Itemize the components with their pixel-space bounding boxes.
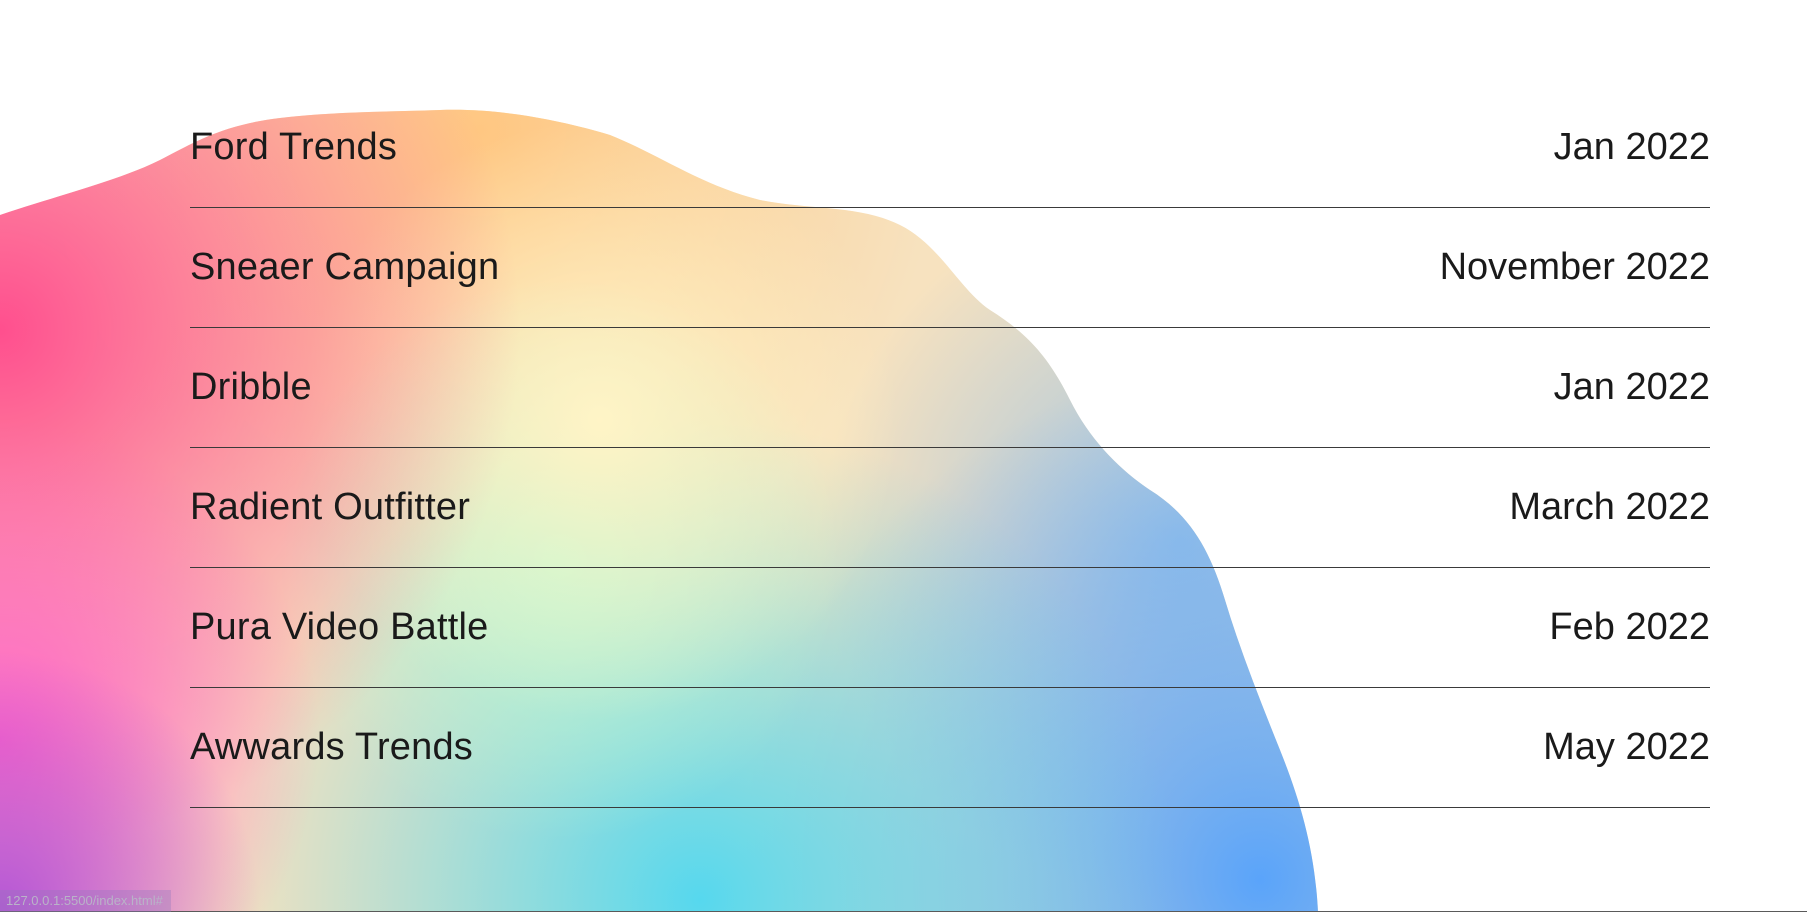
project-name: Sneaer Campaign <box>190 246 500 288</box>
project-date: Jan 2022 <box>1553 126 1710 168</box>
project-date: March 2022 <box>1509 486 1710 528</box>
project-row-sneaer-campaign[interactable]: Sneaer Campaign November 2022 <box>190 208 1710 328</box>
project-date: November 2022 <box>1439 246 1710 288</box>
project-row-pura-video-battle[interactable]: Pura Video Battle Feb 2022 <box>190 568 1710 688</box>
project-list: Ford Trends Jan 2022 Sneaer Campaign Nov… <box>190 88 1710 808</box>
project-name: Ford Trends <box>190 126 398 168</box>
project-name: Dribble <box>190 366 312 408</box>
project-date: May 2022 <box>1543 726 1710 768</box>
project-row-awwards-trends[interactable]: Awwards Trends May 2022 <box>190 688 1710 808</box>
project-date: Jan 2022 <box>1553 366 1710 408</box>
project-name: Pura Video Battle <box>190 606 489 648</box>
project-row-dribble[interactable]: Dribble Jan 2022 <box>190 328 1710 448</box>
status-bar-url: 127.0.0.1:5500/index.html# <box>0 890 171 912</box>
project-name: Awwards Trends <box>190 726 473 768</box>
project-name: Radient Outfitter <box>190 486 471 528</box>
project-row-radient-outfitter[interactable]: Radient Outfitter March 2022 <box>190 448 1710 568</box>
project-date: Feb 2022 <box>1549 606 1710 648</box>
project-row-ford-trends[interactable]: Ford Trends Jan 2022 <box>190 88 1710 208</box>
